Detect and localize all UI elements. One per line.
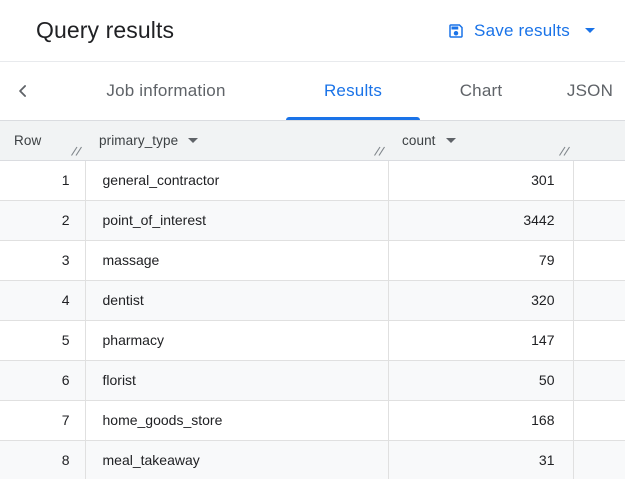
- row-number-cell: 1: [0, 160, 86, 201]
- column-header-primary-type[interactable]: primary_type: [85, 121, 388, 161]
- table-row: 4 dentist 320: [0, 280, 625, 321]
- tab-json[interactable]: JSON: [542, 62, 625, 120]
- arrow-drop-down-icon: [188, 137, 199, 143]
- filler-cell: [573, 280, 625, 321]
- primary-type-cell: point_of_interest: [85, 200, 389, 241]
- tab-label: Chart: [459, 81, 503, 100]
- table-row: 7 home_goods_store 168: [0, 400, 625, 441]
- filler-cell: [573, 240, 625, 281]
- tab-label: Job information: [106, 81, 226, 100]
- query-results-header: Query results Save results: [0, 0, 625, 62]
- chevron-left-icon: [13, 81, 33, 101]
- filler-cell: [573, 320, 625, 361]
- arrow-drop-down-icon: [585, 28, 595, 33]
- save-icon: [447, 22, 465, 40]
- results-tab-bar: Job information Results Chart JSON: [0, 62, 625, 121]
- count-cell: 301: [388, 160, 574, 201]
- tab-label: JSON: [566, 81, 614, 100]
- column-header-filler: [573, 121, 625, 161]
- column-label: primary_type: [99, 132, 179, 148]
- primary-type-cell: pharmacy: [85, 320, 389, 361]
- save-results-label: Save results: [474, 20, 570, 40]
- primary-type-cell: general_contractor: [85, 160, 389, 201]
- primary-type-cell: massage: [85, 240, 389, 281]
- count-cell: 320: [388, 280, 574, 321]
- save-results-button[interactable]: Save results: [447, 21, 595, 41]
- table-row: 5 pharmacy 147: [0, 320, 625, 361]
- table-row: 2 point_of_interest 3442: [0, 200, 625, 241]
- row-number-cell: 5: [0, 320, 86, 361]
- primary-type-cell: meal_takeaway: [85, 440, 389, 479]
- row-number-cell: 4: [0, 280, 86, 321]
- row-number-cell: 6: [0, 360, 86, 401]
- tab-chart[interactable]: Chart: [434, 62, 528, 120]
- table-row: 3 massage 79: [0, 240, 625, 281]
- count-cell: 31: [388, 440, 574, 479]
- page-title: Query results: [36, 17, 175, 43]
- column-resize-handle-icon[interactable]: [558, 145, 570, 157]
- primary-type-cell: florist: [85, 360, 389, 401]
- column-label: Row: [14, 132, 42, 148]
- table-header-row: Row primary_type: [0, 121, 625, 161]
- table-row: 6 florist 50: [0, 360, 625, 401]
- count-cell: 50: [388, 360, 574, 401]
- filler-cell: [573, 400, 625, 441]
- row-number-cell: 7: [0, 400, 86, 441]
- count-cell: 3442: [388, 200, 574, 241]
- column-resize-handle-icon[interactable]: [70, 145, 82, 157]
- column-header-count[interactable]: count: [388, 121, 573, 161]
- column-label: count: [402, 132, 436, 148]
- row-number-cell: 3: [0, 240, 86, 281]
- row-number-cell: 8: [0, 440, 86, 479]
- filler-cell: [573, 160, 625, 201]
- primary-type-cell: home_goods_store: [85, 400, 389, 441]
- tab-label: Results: [323, 81, 383, 100]
- column-header-row: Row: [0, 121, 85, 161]
- column-resize-handle-icon[interactable]: [373, 145, 385, 157]
- count-cell: 168: [388, 400, 574, 441]
- tab-results[interactable]: Results: [286, 62, 420, 120]
- count-cell: 79: [388, 240, 574, 281]
- tabs-scroll-left-button[interactable]: [0, 62, 46, 120]
- table-row: 8 meal_takeaway 31: [0, 440, 625, 479]
- results-table: Row primary_type: [0, 121, 625, 479]
- primary-type-cell: dentist: [85, 280, 389, 321]
- row-number-cell: 2: [0, 200, 86, 241]
- table-row: 1 general_contractor 301: [0, 160, 625, 201]
- count-cell: 147: [388, 320, 574, 361]
- filler-cell: [573, 440, 625, 479]
- filler-cell: [573, 200, 625, 241]
- filler-cell: [573, 360, 625, 401]
- arrow-drop-down-icon: [445, 137, 456, 143]
- tab-job-information[interactable]: Job information: [60, 62, 272, 120]
